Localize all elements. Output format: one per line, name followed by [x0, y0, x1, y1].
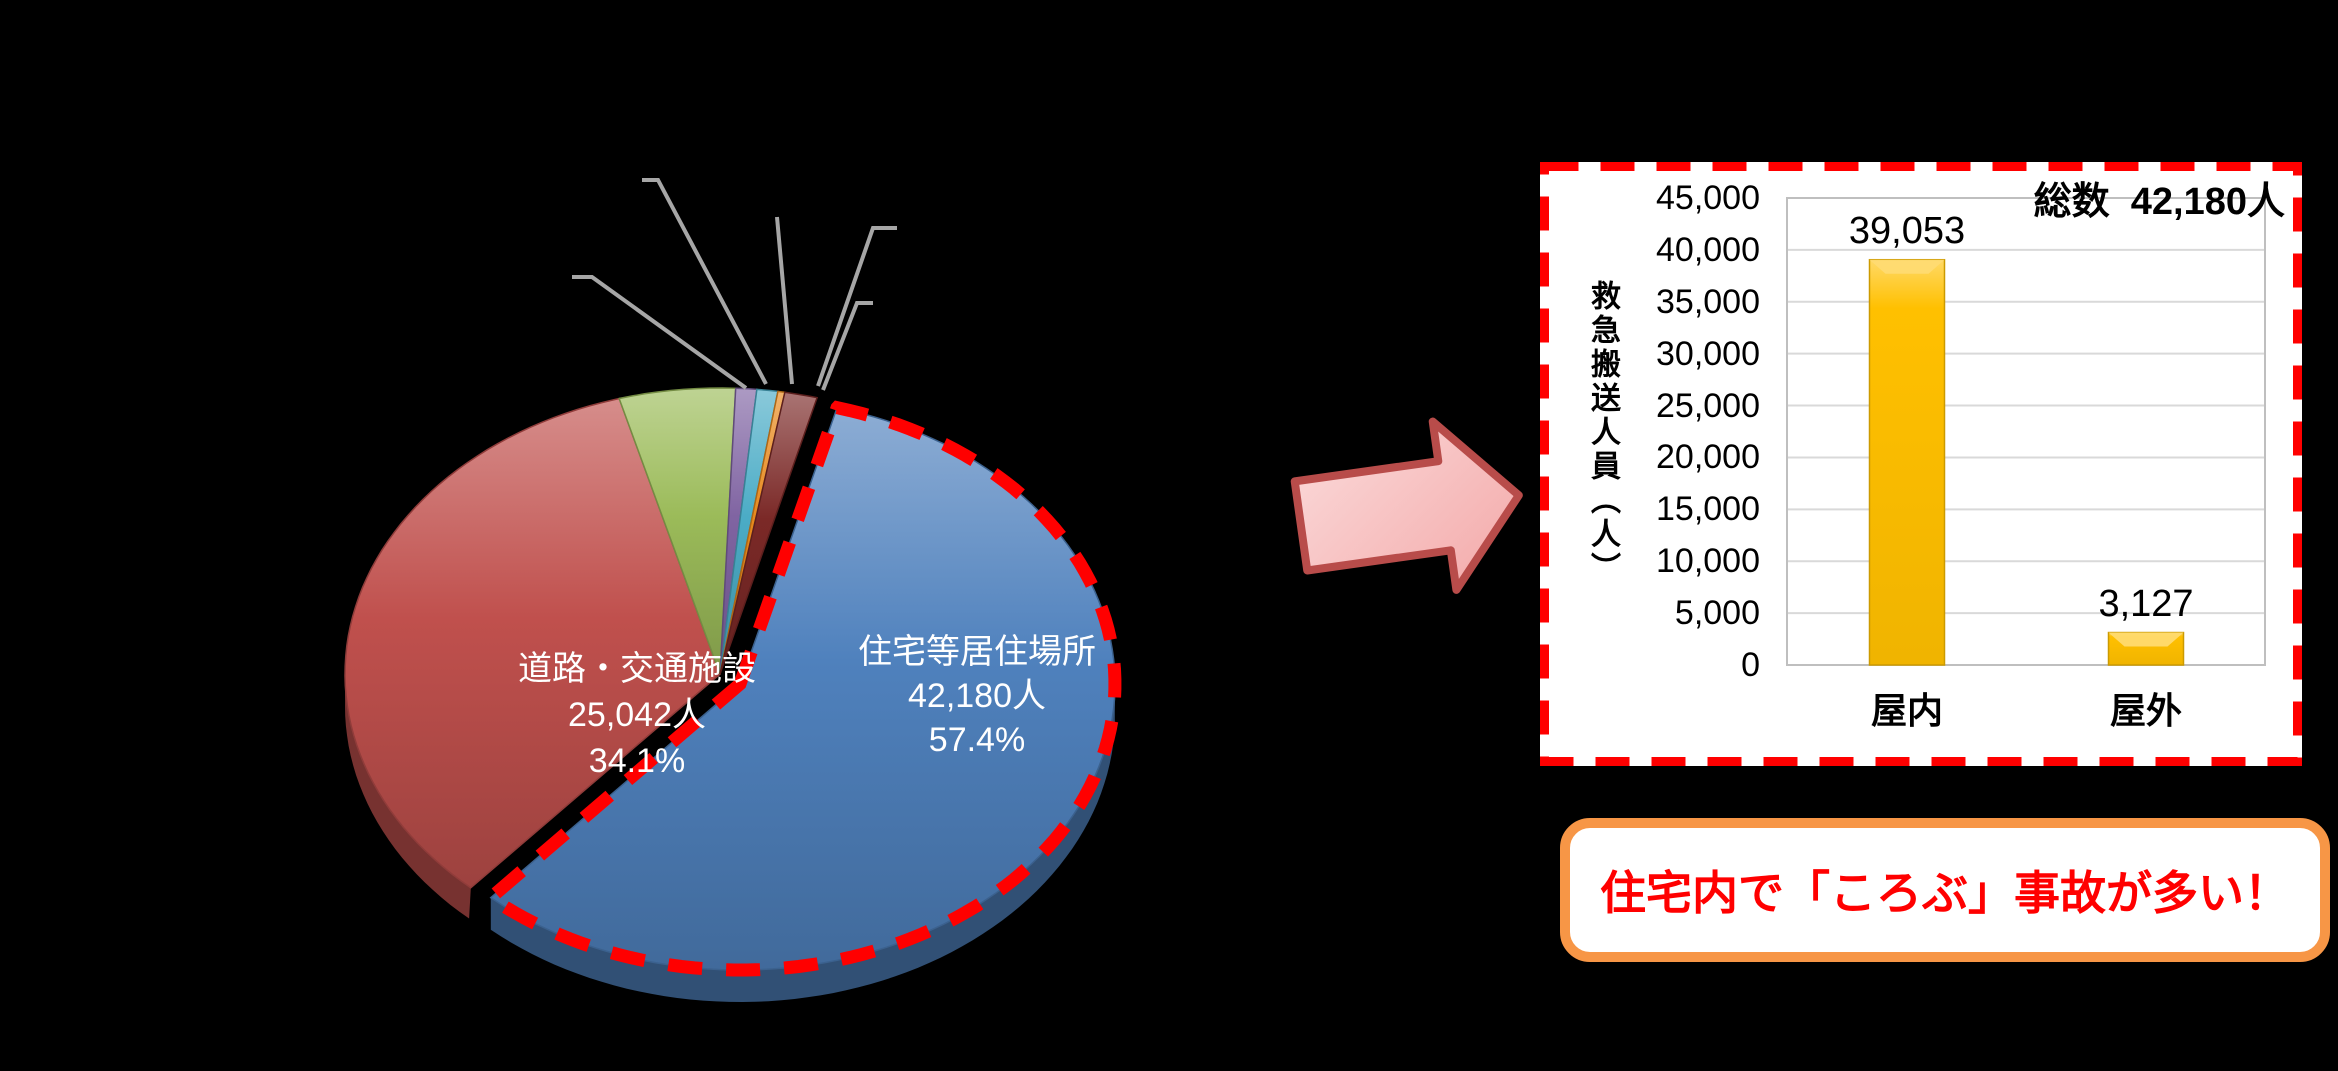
y-axis-tick-label: 20,000	[1656, 438, 1760, 477]
y-axis-tick-label: 15,000	[1656, 490, 1760, 529]
leader-line	[816, 226, 897, 387]
pie-slice	[719, 391, 819, 675]
red-slice-percent: 34.1%	[588, 742, 686, 780]
red-slice-value: 25,042人	[568, 696, 706, 734]
pie-leader-lines	[572, 178, 897, 391]
y-axis-tick-label: 30,000	[1656, 334, 1760, 373]
y-axis-tick-label: 5,000	[1674, 594, 1760, 633]
leader-line	[821, 301, 873, 391]
bar-value-label: 3,127	[2098, 582, 2194, 625]
leader-line	[642, 178, 768, 385]
blue-slice-percent: 57.4%	[928, 721, 1026, 759]
bar	[1868, 258, 1946, 666]
y-axis-tick-label: 10,000	[1656, 542, 1760, 581]
bar-bevel	[1869, 259, 1945, 274]
pie-slice-side	[345, 674, 471, 919]
right-arrow-icon	[1290, 417, 1523, 594]
leader-line	[775, 216, 794, 385]
blue-slice-value: 42,180人	[908, 677, 1046, 715]
bar-value-label: 39,053	[1848, 209, 1966, 252]
bar-plot-area	[1786, 197, 2266, 666]
y-axis-tick-label: 25,000	[1656, 386, 1760, 425]
x-axis-category-label: 屋内	[1870, 690, 1943, 731]
pie-slice	[618, 387, 737, 675]
callout-box: 住宅内で「ころぶ」事故が多い！	[1560, 818, 2330, 962]
pie-slices	[344, 387, 1122, 1002]
y-axis-tick-label: 0	[1741, 646, 1760, 684]
y-axis-tick-label: 40,000	[1656, 230, 1760, 269]
y-axis-title: 救急搬送人員（人）	[1586, 280, 1619, 586]
red-slice-name: 道路・交通施設	[518, 650, 756, 688]
blue-slice-name: 住宅等居住場所	[858, 633, 1096, 671]
bar-bevel	[2108, 632, 2184, 647]
leader-line	[572, 275, 748, 390]
callout-text: 住宅内で「ころぶ」事故が多い！	[1600, 867, 2290, 919]
highlight-dashed-outline	[480, 400, 1122, 977]
pie-label-residence: 住宅等居住場所 42,180人 57.4%	[858, 630, 1096, 762]
bar-chart	[1540, 162, 2302, 766]
x-axis-category-label: 屋外	[2109, 690, 2182, 731]
y-axis-tick-label: 45,000	[1656, 179, 1760, 217]
bar-chart-panel: 総数 42,180人 救急搬送人員（人） 45,000 40,000 35,000 3…	[1540, 162, 2302, 766]
plot-border	[1786, 197, 2266, 666]
pie-label-road-traffic: 道路・交通施設 25,042人 34.1%	[518, 646, 756, 784]
y-axis-tick-label: 35,000	[1656, 282, 1760, 321]
total-label: 総数 42,180人	[2033, 181, 2285, 223]
pie-slice	[344, 397, 721, 889]
